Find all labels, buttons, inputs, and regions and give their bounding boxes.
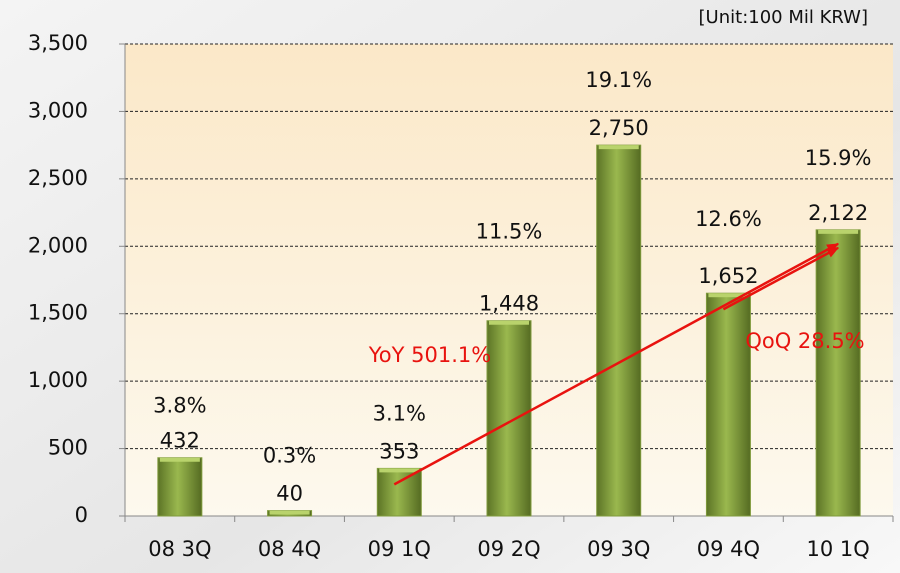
bar bbox=[376, 467, 422, 517]
x-tick-label: 08 3Q bbox=[148, 537, 211, 561]
y-tick-label: 2,000 bbox=[28, 233, 88, 257]
y-tick-label: 1,500 bbox=[28, 301, 88, 325]
value-label: 353 bbox=[379, 439, 419, 463]
bar bbox=[705, 292, 751, 517]
x-tick-label: 08 4Q bbox=[258, 537, 321, 561]
value-label: 1,652 bbox=[698, 264, 758, 288]
rate-label: 15.9% bbox=[805, 146, 872, 170]
x-tick-label: 09 2Q bbox=[477, 537, 540, 561]
x-tick-label: 09 4Q bbox=[697, 537, 760, 561]
bar-top bbox=[818, 229, 859, 234]
rate-label: 0.3% bbox=[263, 444, 316, 468]
rate-label: 3.1% bbox=[373, 401, 426, 425]
bar-top bbox=[598, 145, 639, 150]
value-label: 432 bbox=[160, 429, 200, 453]
x-tick-label: 10 1Q bbox=[806, 537, 869, 561]
bar bbox=[157, 457, 203, 517]
value-label: 2,122 bbox=[808, 201, 868, 225]
y-tick-label: 0 bbox=[75, 503, 88, 527]
y-tick-label: 2,500 bbox=[28, 166, 88, 190]
rate-label: 19.1% bbox=[585, 68, 652, 92]
y-tick-label: 3,000 bbox=[28, 98, 88, 122]
y-tick-label: 500 bbox=[48, 436, 88, 460]
unit-note: [Unit:100 Mil KRW] bbox=[699, 7, 868, 28]
y-tick-label: 1,000 bbox=[28, 368, 88, 392]
bar-top bbox=[159, 457, 200, 462]
x-tick-label: 09 3Q bbox=[587, 537, 650, 561]
rate-label: 3.8% bbox=[153, 394, 206, 418]
bar bbox=[815, 229, 861, 517]
bar bbox=[596, 144, 642, 517]
value-label: 1,448 bbox=[479, 292, 539, 316]
y-tick-label: 3,500 bbox=[28, 31, 88, 55]
bar bbox=[486, 320, 532, 517]
bar-top bbox=[708, 293, 749, 298]
x-tick-label: 09 1Q bbox=[368, 537, 431, 561]
annotation-label: QoQ 28.5% bbox=[745, 329, 864, 353]
rate-label: 11.5% bbox=[476, 220, 543, 244]
value-label: 2,750 bbox=[589, 116, 649, 140]
bar-top bbox=[269, 510, 310, 515]
bar-top bbox=[379, 468, 420, 473]
rate-label: 12.6% bbox=[695, 207, 762, 231]
value-label: 40 bbox=[276, 482, 303, 506]
annotation-arrow bbox=[393, 242, 840, 486]
annotation-label: YoY 501.1% bbox=[368, 343, 491, 367]
bar-top bbox=[489, 320, 529, 325]
annotation-arrow bbox=[722, 246, 840, 311]
